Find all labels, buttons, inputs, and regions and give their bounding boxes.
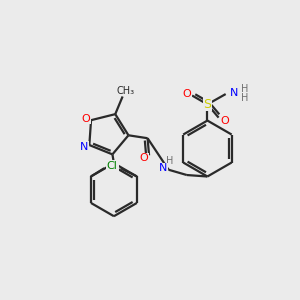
- Text: S: S: [203, 98, 211, 111]
- Text: O: O: [81, 114, 90, 124]
- Text: H: H: [241, 84, 248, 94]
- Text: N: N: [80, 142, 88, 152]
- Text: Cl: Cl: [106, 161, 117, 171]
- Text: N: N: [230, 88, 238, 98]
- Text: O: O: [140, 153, 148, 163]
- Text: O: O: [220, 116, 229, 126]
- Text: H: H: [241, 94, 248, 103]
- Text: H: H: [166, 157, 174, 166]
- Text: Cl: Cl: [108, 161, 119, 171]
- Text: N: N: [159, 163, 167, 173]
- Text: CH₃: CH₃: [116, 85, 135, 96]
- Text: O: O: [182, 89, 191, 99]
